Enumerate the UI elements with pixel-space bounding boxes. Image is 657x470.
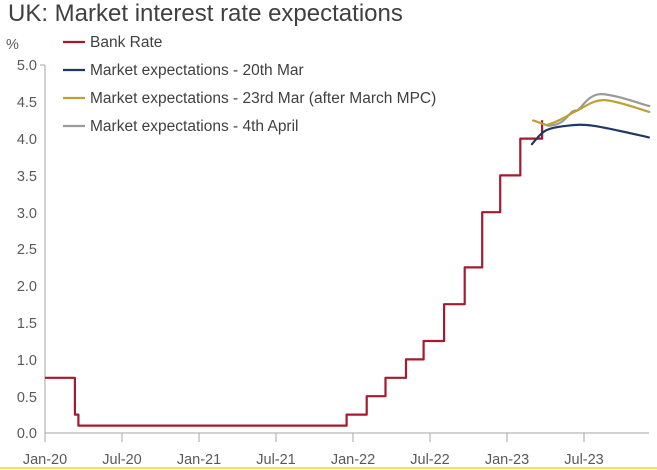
svg-text:Jul-21: Jul-21	[256, 452, 296, 468]
svg-text:5.0: 5.0	[17, 58, 37, 74]
svg-text:3.0: 3.0	[17, 206, 37, 222]
svg-text:Jul-22: Jul-22	[410, 452, 450, 468]
svg-text:3.5: 3.5	[17, 169, 37, 185]
svg-text:Jan-21: Jan-21	[177, 452, 221, 468]
svg-text:0.0: 0.0	[17, 426, 37, 442]
svg-text:0.5: 0.5	[17, 390, 37, 406]
svg-text:Jan-22: Jan-22	[331, 452, 375, 468]
svg-text:2.5: 2.5	[17, 242, 37, 258]
svg-text:1.5: 1.5	[17, 316, 37, 332]
svg-text:Jan-23: Jan-23	[485, 452, 529, 468]
svg-text:Market expectations - 23rd Mar: Market expectations - 23rd Mar (after Ma…	[90, 90, 436, 107]
svg-text:2.0: 2.0	[17, 279, 37, 295]
svg-text:Jul-23: Jul-23	[564, 452, 604, 468]
svg-text:%: %	[6, 37, 19, 53]
svg-text:Market expectations - 20th Mar: Market expectations - 20th Mar	[90, 62, 304, 79]
svg-text:Bank Rate: Bank Rate	[90, 34, 162, 51]
svg-text:4.5: 4.5	[17, 95, 37, 111]
svg-text:1.0: 1.0	[17, 353, 37, 369]
svg-text:Jan-20: Jan-20	[23, 452, 67, 468]
svg-text:Market expectations - 4th Apri: Market expectations - 4th April	[90, 118, 299, 135]
svg-text:4.0: 4.0	[17, 132, 37, 148]
svg-text:Jul-20: Jul-20	[102, 452, 142, 468]
